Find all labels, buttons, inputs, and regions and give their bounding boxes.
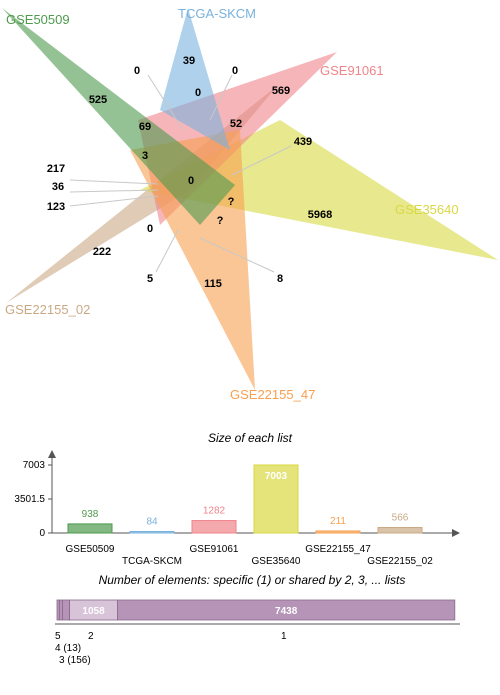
venn-count: ? bbox=[217, 215, 224, 227]
venn-count: 8 bbox=[277, 273, 283, 285]
bar-value-label: 566 bbox=[392, 513, 409, 524]
list-size-y-arrow bbox=[48, 450, 56, 458]
venn-count: 0 bbox=[188, 175, 194, 187]
venn-count: 3 bbox=[142, 150, 148, 162]
venn-counts: 39 0 0 0 569 525 69 52 439 3 0 217 36 12… bbox=[47, 55, 332, 290]
venn-count: 36 bbox=[52, 181, 64, 193]
category-label: GSE35640 bbox=[252, 556, 301, 567]
bar bbox=[315, 530, 361, 534]
category-label: TCGA-SKCM bbox=[122, 556, 182, 567]
venn-diagram: GSE50509 TCGA-SKCM GSE91061 GSE35640 GSE… bbox=[2, 6, 498, 402]
shared-elements-chart: Number of elements: specific (1) or shar… bbox=[55, 573, 460, 666]
shared-segment bbox=[117, 599, 456, 621]
y-tick-label: 7003 bbox=[23, 460, 46, 471]
shared-segment bbox=[62, 599, 70, 621]
list-size-bars: 938 GSE50509 84 TCGA-SKCM 1282 GSE91061 7003 GS… bbox=[66, 464, 433, 567]
venn-set-labels: GSE50509 TCGA-SKCM GSE91061 GSE35640 GSE… bbox=[5, 6, 459, 402]
segment-axis-label: 1 bbox=[281, 631, 287, 642]
set-shape-gse50509 bbox=[2, 8, 235, 225]
venn-count: 0 bbox=[147, 223, 153, 235]
category-label: GSE50509 bbox=[66, 544, 115, 555]
category-label: GSE22155_02 bbox=[367, 556, 433, 567]
venn-count: 217 bbox=[47, 163, 65, 175]
set-label-tcga-skcm: TCGA-SKCM bbox=[178, 6, 256, 21]
bar-value-label: 84 bbox=[146, 517, 158, 528]
list-size-chart: Size of each list 0 3501.5 7003 938 GSE50… bbox=[14, 431, 460, 567]
bar bbox=[67, 523, 113, 534]
set-label-gse91061: GSE91061 bbox=[320, 63, 384, 78]
segment-axis-label: 3 (156) bbox=[59, 655, 91, 666]
venn-count: 569 bbox=[272, 85, 290, 97]
venn-count: 115 bbox=[204, 278, 222, 290]
set-label-gse22155-47: GSE22155_47 bbox=[230, 387, 315, 402]
segment-value-label: 1058 bbox=[82, 606, 105, 617]
venn-count: 5 bbox=[147, 273, 153, 285]
list-size-chart-title: Size of each list bbox=[208, 431, 293, 445]
set-label-gse22155-02: GSE22155_02 bbox=[5, 302, 90, 317]
venn-shapes bbox=[2, 8, 498, 390]
venn-count: 0 bbox=[134, 65, 140, 77]
bar-value-label: 938 bbox=[82, 509, 99, 520]
venn-count: 525 bbox=[89, 94, 107, 106]
bar bbox=[253, 464, 299, 534]
segment-axis-label: 4 (13) bbox=[55, 643, 81, 654]
venn-count: 439 bbox=[294, 136, 312, 148]
list-size-x-arrow bbox=[452, 529, 460, 537]
set-label-gse50509: GSE50509 bbox=[6, 12, 70, 27]
category-label: GSE91061 bbox=[190, 544, 239, 555]
venn-count: 0 bbox=[232, 65, 238, 77]
y-tick-label: 3501.5 bbox=[14, 494, 45, 505]
venn-count: 52 bbox=[230, 118, 242, 130]
bar-value-label: 7003 bbox=[265, 471, 288, 482]
venn-count: ? bbox=[228, 196, 235, 208]
shared-elements-chart-title: Number of elements: specific (1) or shar… bbox=[99, 573, 406, 587]
venn-count: 0 bbox=[195, 87, 201, 99]
y-tick-label: 0 bbox=[39, 528, 45, 539]
venn-count: 123 bbox=[47, 201, 65, 213]
segment-axis-label: 2 bbox=[88, 631, 94, 642]
segment-value-label: 7438 bbox=[275, 606, 298, 617]
segment-axis-label: 5 bbox=[55, 631, 61, 642]
venn-count: 39 bbox=[183, 55, 195, 67]
venn-count: 222 bbox=[93, 246, 111, 258]
bar bbox=[129, 531, 175, 534]
bar-value-label: 211 bbox=[330, 516, 346, 527]
shared-elements-bar: 1058 7438 54 (13)3 (156) 2 1 bbox=[55, 599, 456, 666]
category-label: GSE22155_47 bbox=[305, 544, 371, 555]
venn-count: 69 bbox=[139, 121, 151, 133]
venn-leader-lines bbox=[69, 74, 292, 273]
shared-segment bbox=[59, 599, 63, 621]
venn-count: 5968 bbox=[308, 209, 332, 221]
bar bbox=[377, 527, 423, 534]
set-label-gse35640: GSE35640 bbox=[395, 202, 459, 217]
bar bbox=[191, 520, 237, 534]
bar-value-label: 1282 bbox=[203, 506, 226, 517]
